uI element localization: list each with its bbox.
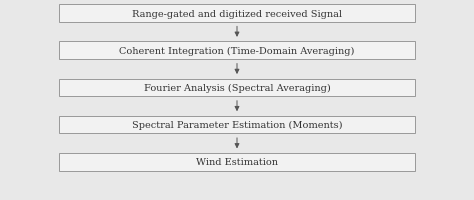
Text: Coherent Integration (Time-Domain Averaging): Coherent Integration (Time-Domain Averag… bbox=[119, 46, 355, 56]
Text: Range-gated and digitized received Signal: Range-gated and digitized received Signa… bbox=[132, 10, 342, 18]
FancyBboxPatch shape bbox=[59, 79, 415, 97]
FancyBboxPatch shape bbox=[59, 5, 415, 23]
FancyBboxPatch shape bbox=[59, 153, 415, 171]
Text: Wind Estimation: Wind Estimation bbox=[196, 158, 278, 166]
Text: Fourier Analysis (Spectral Averaging): Fourier Analysis (Spectral Averaging) bbox=[144, 83, 330, 93]
Text: Spectral Parameter Estimation (Moments): Spectral Parameter Estimation (Moments) bbox=[132, 120, 342, 130]
FancyBboxPatch shape bbox=[59, 42, 415, 60]
FancyBboxPatch shape bbox=[59, 116, 415, 134]
